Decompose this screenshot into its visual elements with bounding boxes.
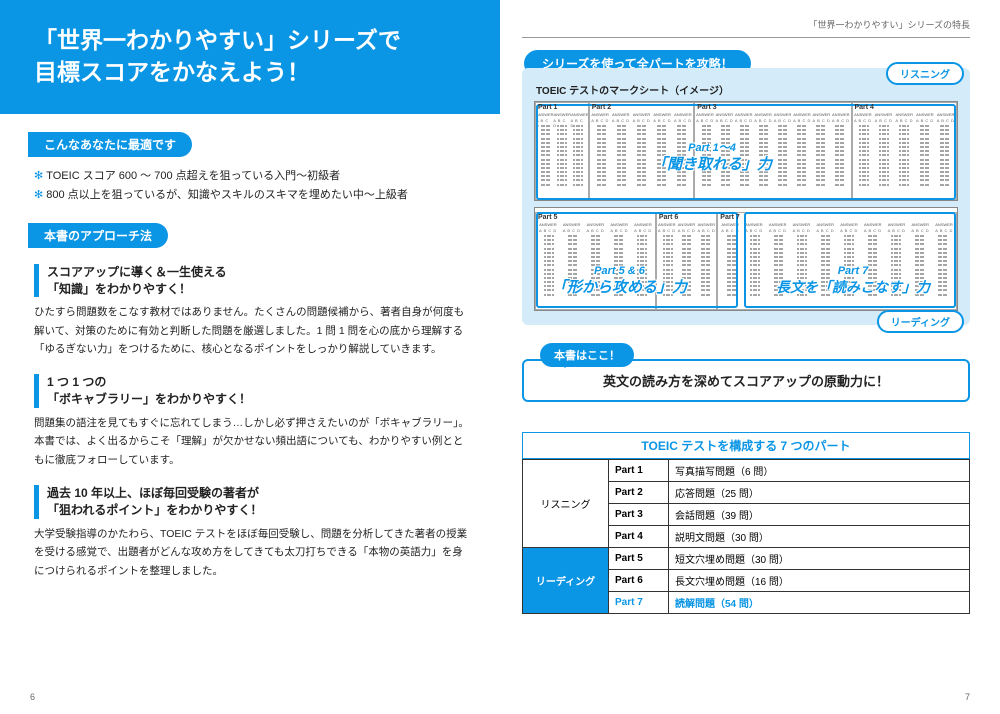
listening-badge: リスニング xyxy=(886,62,964,85)
page-number: 6 xyxy=(30,692,35,702)
body-text: ひたすら問題数をこなす教材ではありません。たくさんの問題候補から、著者自身が何度… xyxy=(34,303,470,358)
sheet-part-column: Part 3ANSWERANSWERANSWERANSWERANSWERANSW… xyxy=(694,102,851,200)
category-listening: リスニング xyxy=(523,460,609,548)
star-icon: ✻ xyxy=(34,189,43,201)
callout-wrap: 本書はここ！ 英文の読み方を深めてスコアアップの原動力に！ xyxy=(522,343,970,402)
section-title-1: こんなあなたに最適です xyxy=(34,132,192,157)
page-left: 「世界一わかりやすい」シリーズで 目標スコアをかなえよう！ こんなあなたに最適で… xyxy=(0,0,500,714)
here-tag: 本書はここ！ xyxy=(540,343,634,367)
approach-block-1: スコアアップに導く＆一生使える 「知識」をわかりやすく！ ひたすら問題数をこなす… xyxy=(34,264,470,359)
hero-line2: 目標スコアをかなえよう！ xyxy=(34,56,470,88)
parts-table-wrap: TOEIC テストを構成する 7 つのパート リスニングPart 1写真描写問題… xyxy=(522,432,970,614)
page-right: 「世界一わかりやすい」シリーズの特長 シリーズを使って全パートを攻略！ リスニン… xyxy=(500,0,1000,714)
sheet-part-column: Part 6ANSWERANSWERANSWERA B C DA B C DA … xyxy=(656,212,717,310)
running-header: 「世界一わかりやすい」シリーズの特長 xyxy=(522,18,970,38)
sheet-part-column: Part 1ANSWERANSWERANSWERA B C DA B C DA … xyxy=(535,102,589,200)
book-spread: 「世界一わかりやすい」シリーズで 目標スコアをかなえよう！ こんなあなたに最適で… xyxy=(0,0,1000,714)
body-text: 大学受験指導のかたわら、TOEIC テストをほぼ毎回受験し、問題を分析してきた著… xyxy=(34,525,470,580)
approach-block-2: 1 つ 1 つの 「ボキャブラリー」をわかりやすく！ 問題集の語注を見てもすぐに… xyxy=(34,374,470,469)
category-reading: リーディング xyxy=(523,548,609,614)
marksheet-top: Part 1ANSWERANSWERANSWERA B C DA B C DA … xyxy=(534,101,958,201)
page-number: 7 xyxy=(965,692,970,702)
body-text: 問題集の語注を見てもすぐに忘れてしまう…しかし必ず押さえたいのが「ボキャブラリー… xyxy=(34,414,470,469)
star-icon: ✻ xyxy=(34,170,43,182)
sheet-part-column: Part 7ANSWERANSWERANSWERANSWERANSWERANSW… xyxy=(717,212,957,310)
parts-table: リスニングPart 1写真描写問題（6 問） Part 2応答問題（25 問） … xyxy=(522,459,970,614)
reading-badge: リーディング xyxy=(877,310,964,333)
table-row: リスニングPart 1写真描写問題（6 問） xyxy=(523,460,970,482)
sub-heading: スコアアップに導く＆一生使える 「知識」をわかりやすく！ xyxy=(34,264,470,298)
marksheet-panel: リスニング TOEIC テストのマークシート（イメージ） Part 1ANSWE… xyxy=(522,68,970,325)
table-row: リーディングPart 5短文穴埋め問題（30 問） xyxy=(523,548,970,570)
left-content: こんなあなたに最適です ✻TOEIC スコア 600 ～ 700 点超えを狙って… xyxy=(0,114,500,580)
marksheet-bottom: Part 5ANSWERANSWERANSWERANSWERANSWERA B … xyxy=(534,207,958,311)
hero-banner: 「世界一わかりやすい」シリーズで 目標スコアをかなえよう！ xyxy=(0,0,500,114)
sheet-part-column: Part 5ANSWERANSWERANSWERANSWERANSWERA B … xyxy=(535,212,656,310)
sheet-part-column: Part 4ANSWERANSWERANSWERANSWERANSWERA B … xyxy=(852,102,958,200)
bullet-list: ✻TOEIC スコア 600 ～ 700 点超えを狙っている入門～初級者 ✻80… xyxy=(34,167,470,204)
sub-heading: 1 つ 1 つの 「ボキャブラリー」をわかりやすく！ xyxy=(34,374,470,408)
sheet-part-column: Part 2ANSWERANSWERANSWERANSWERANSWERA B … xyxy=(589,102,695,200)
sub-heading: 過去 10 年以上、ほぼ毎回受験の著者が 「狙われるポイント」をわかりやすく！ xyxy=(34,485,470,519)
bullet-item: ✻800 点以上を狙っているが、知識やスキルのスキマを埋めたい中～上級者 xyxy=(34,186,470,205)
table-title: TOEIC テストを構成する 7 つのパート xyxy=(522,432,970,459)
section-title-2: 本書のアプローチ法 xyxy=(34,223,168,248)
approach-block-3: 過去 10 年以上、ほぼ毎回受験の著者が 「狙われるポイント」をわかりやすく！ … xyxy=(34,485,470,580)
hero-line1: 「世界一わかりやすい」シリーズで xyxy=(34,24,470,56)
bullet-item: ✻TOEIC スコア 600 ～ 700 点超えを狙っている入門～初級者 xyxy=(34,167,470,186)
